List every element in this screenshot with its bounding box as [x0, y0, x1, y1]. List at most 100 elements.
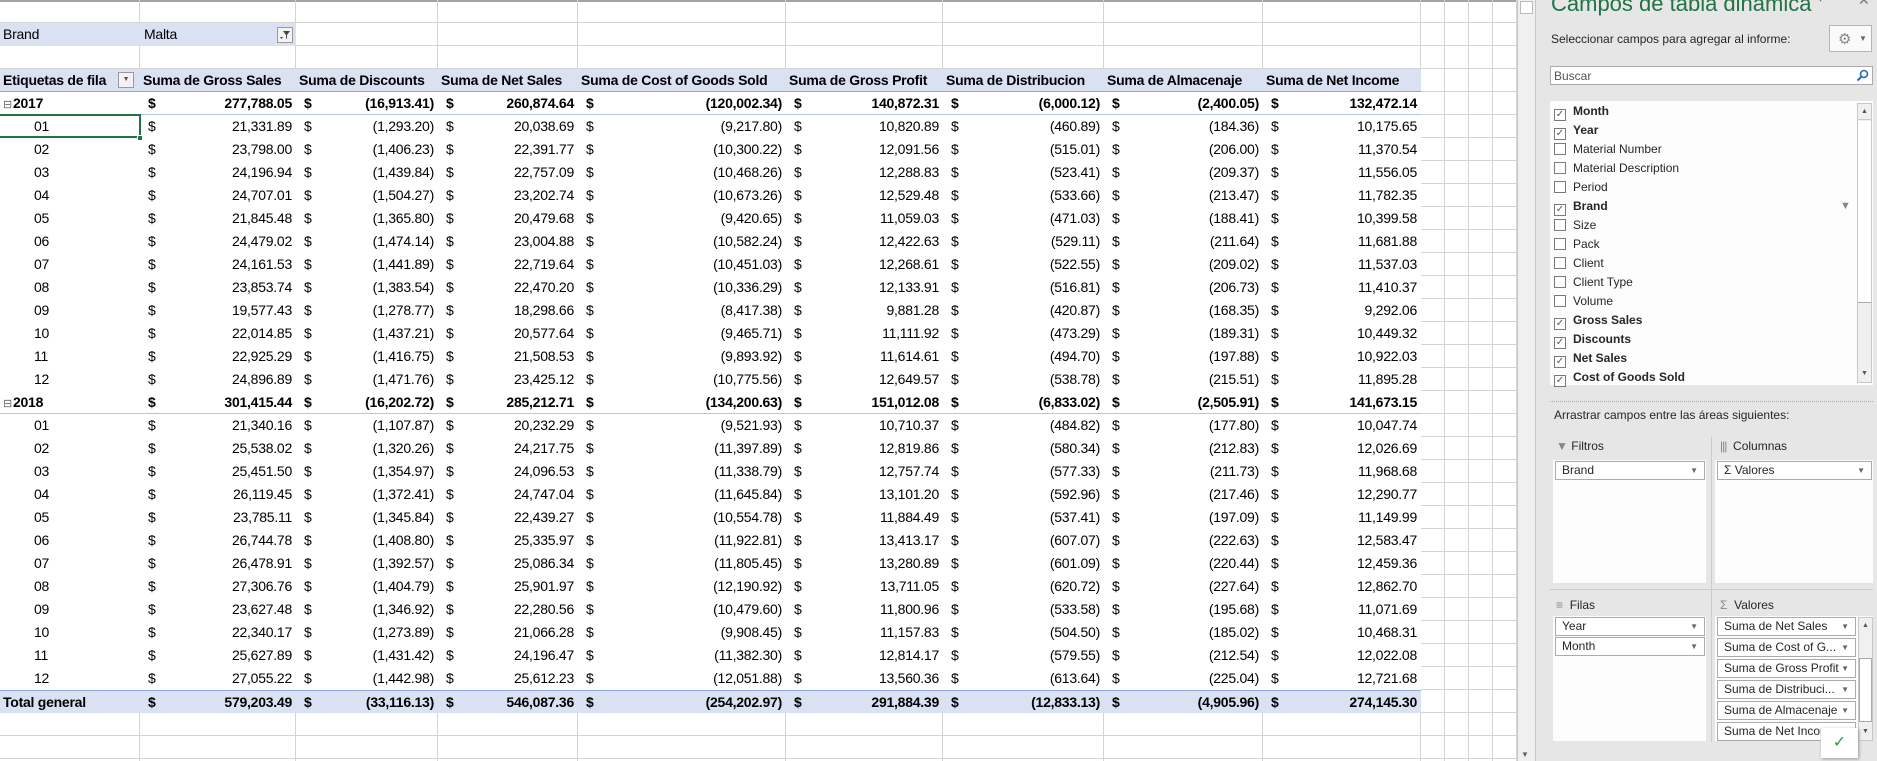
- sheet-vertical-scrollbar[interactable]: ▼: [1517, 0, 1535, 761]
- scroll-thumb[interactable]: [1858, 121, 1871, 303]
- grid-cell[interactable]: [140, 759, 296, 761]
- grand-total-label[interactable]: Total general: [0, 690, 140, 713]
- grid-cell[interactable]: [1493, 46, 1517, 69]
- value-cell[interactable]: $12,721.68: [1263, 667, 1421, 690]
- month-row-label[interactable]: 11: [0, 644, 140, 667]
- grid-cell[interactable]: [1421, 506, 1445, 529]
- grid-cell[interactable]: [1263, 23, 1421, 46]
- value-cell[interactable]: $22,391.77: [438, 138, 578, 161]
- columns-item[interactable]: Σ Valores ▼: [1717, 461, 1872, 480]
- value-cell[interactable]: $ (1,437.21): [296, 322, 438, 345]
- value-cell[interactable]: $151,012.08: [786, 391, 943, 414]
- value-cell[interactable]: $11,556.05: [1263, 161, 1421, 184]
- value-cell[interactable]: $ (206.00): [1104, 138, 1263, 161]
- month-row-label[interactable]: 01: [0, 115, 140, 138]
- grid-cell[interactable]: [1469, 690, 1493, 713]
- grid-cell[interactable]: [943, 759, 1104, 761]
- checkbox[interactable]: [1554, 143, 1566, 155]
- value-cell[interactable]: $20,232.29: [438, 414, 578, 437]
- grid-cell[interactable]: [1469, 207, 1493, 230]
- month-row-label[interactable]: 02: [0, 138, 140, 161]
- grid-cell[interactable]: [1493, 184, 1517, 207]
- grid-cell[interactable]: [438, 736, 578, 759]
- grid-cell[interactable]: [578, 0, 786, 23]
- value-cell[interactable]: $ (473.29): [943, 322, 1104, 345]
- value-cell[interactable]: $23,853.74: [140, 276, 296, 299]
- grid-cell[interactable]: [1421, 460, 1445, 483]
- field-item[interactable]: Volume: [1554, 292, 1613, 311]
- search-input[interactable]: Buscar: [1550, 66, 1873, 85]
- month-row-label[interactable]: 12: [0, 368, 140, 391]
- grid-cell[interactable]: [1445, 460, 1469, 483]
- collapse-icon[interactable]: ⊟: [3, 398, 12, 410]
- value-cell[interactable]: $ (11,338.79): [578, 460, 786, 483]
- grid-cell[interactable]: [578, 759, 786, 761]
- month-row-label[interactable]: 04: [0, 184, 140, 207]
- field-item[interactable]: ✓ Discounts: [1554, 330, 1631, 349]
- value-cell[interactable]: $ (1,320.26): [296, 437, 438, 460]
- value-cell[interactable]: $ (1,471.76): [296, 368, 438, 391]
- value-cell[interactable]: $ (523.41): [943, 161, 1104, 184]
- tools-button[interactable]: ⚙ ▼: [1829, 25, 1872, 52]
- value-cell[interactable]: $ (11,397.89): [578, 437, 786, 460]
- month-row-label[interactable]: 05: [0, 207, 140, 230]
- scroll-up-arrow-icon[interactable]: ▲: [1862, 622, 1869, 629]
- value-cell[interactable]: $21,066.28: [438, 621, 578, 644]
- value-cell[interactable]: $ (134,200.63): [578, 391, 786, 414]
- value-cell[interactable]: $12,268.61: [786, 253, 943, 276]
- month-row-label[interactable]: 01: [0, 414, 140, 437]
- month-row-label[interactable]: 12: [0, 667, 140, 690]
- grid-cell[interactable]: [1493, 598, 1517, 621]
- field-item[interactable]: ✓ Brand ▼: [1554, 197, 1851, 216]
- value-cell[interactable]: $9,881.28: [786, 299, 943, 322]
- pivot-column-header[interactable]: Suma de Cost of Goods Sold: [578, 69, 786, 92]
- grid-cell[interactable]: [786, 0, 943, 23]
- grid-cell[interactable]: [296, 736, 438, 759]
- value-cell[interactable]: $ (1,278.77): [296, 299, 438, 322]
- grid-cell[interactable]: [1421, 92, 1445, 115]
- grid-cell[interactable]: [0, 713, 140, 736]
- value-cell[interactable]: $ (1,416.75): [296, 345, 438, 368]
- value-cell[interactable]: $13,101.20: [786, 483, 943, 506]
- grid-cell[interactable]: [1445, 483, 1469, 506]
- value-cell[interactable]: $24,747.04: [438, 483, 578, 506]
- value-cell[interactable]: $22,340.17: [140, 621, 296, 644]
- value-cell[interactable]: $ (16,913.41): [296, 92, 438, 115]
- value-cell[interactable]: $ (515.01): [943, 138, 1104, 161]
- grid-cell[interactable]: [1421, 230, 1445, 253]
- grid-cell[interactable]: [1421, 368, 1445, 391]
- month-row-label[interactable]: 10: [0, 322, 140, 345]
- row-labels-dropdown-button[interactable]: ▼: [118, 72, 134, 88]
- value-cell[interactable]: $12,026.69: [1263, 437, 1421, 460]
- value-cell[interactable]: $ (494.70): [943, 345, 1104, 368]
- grid-cell[interactable]: [296, 759, 438, 761]
- value-cell[interactable]: $12,757.74: [786, 460, 943, 483]
- value-cell[interactable]: $11,370.54: [1263, 138, 1421, 161]
- value-cell[interactable]: $19,577.43: [140, 299, 296, 322]
- grid-cell[interactable]: [1445, 230, 1469, 253]
- checkbox[interactable]: ✓: [1554, 356, 1566, 368]
- value-cell[interactable]: $24,896.89: [140, 368, 296, 391]
- value-cell[interactable]: $11,157.83: [786, 621, 943, 644]
- value-cell[interactable]: $274,145.30: [1263, 690, 1421, 713]
- values-item[interactable]: Suma de Gross Profit ▼: [1717, 659, 1856, 678]
- value-cell[interactable]: $12,529.48: [786, 184, 943, 207]
- values-item[interactable]: Suma de Distribuci... ▼: [1717, 680, 1856, 699]
- grid-cell[interactable]: [1421, 23, 1445, 46]
- value-cell[interactable]: $27,306.76: [140, 575, 296, 598]
- value-cell[interactable]: $ (227.64): [1104, 575, 1263, 598]
- value-cell[interactable]: $ (168.35): [1104, 299, 1263, 322]
- value-cell[interactable]: $25,612.23: [438, 667, 578, 690]
- value-cell[interactable]: $ (580.34): [943, 437, 1104, 460]
- grid-cell[interactable]: [943, 713, 1104, 736]
- grid-cell[interactable]: [1104, 46, 1263, 69]
- grid-cell[interactable]: [0, 46, 140, 69]
- grid-cell[interactable]: [438, 713, 578, 736]
- value-cell[interactable]: $10,449.32: [1263, 322, 1421, 345]
- value-cell[interactable]: $22,757.09: [438, 161, 578, 184]
- close-icon[interactable]: ✕: [1858, 0, 1870, 8]
- grid-cell[interactable]: [1493, 667, 1517, 690]
- grid-cell[interactable]: [1469, 23, 1493, 46]
- value-cell[interactable]: $24,707.01: [140, 184, 296, 207]
- grid-cell[interactable]: [0, 736, 140, 759]
